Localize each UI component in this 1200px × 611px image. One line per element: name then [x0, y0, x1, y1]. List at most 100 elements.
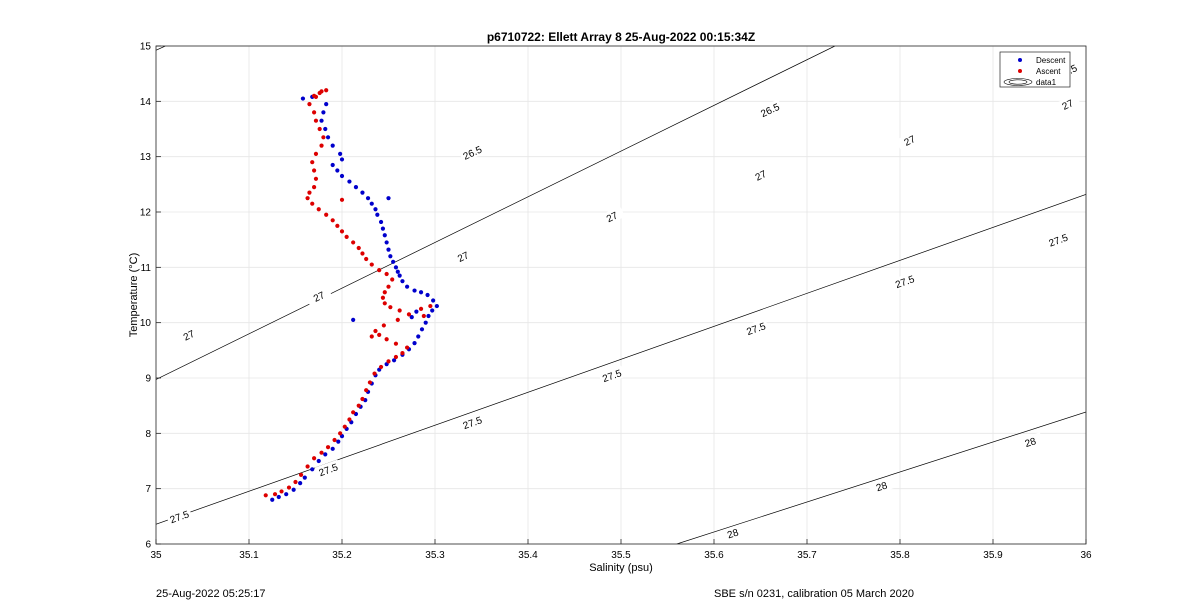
contour-label-group: 27: [747, 164, 774, 186]
descent-point: [276, 494, 281, 500]
ascent-point: [386, 359, 391, 364]
y-tick-label: 15: [140, 42, 152, 53]
ascent-point: [388, 305, 393, 310]
ascent-point: [364, 388, 369, 393]
ascent-point: [382, 290, 387, 295]
descent-point: [360, 190, 365, 195]
ascent-point: [351, 410, 356, 415]
ascent-point: [377, 268, 382, 273]
contour-label: 27.5: [318, 462, 340, 479]
contour-label-bg: [1044, 230, 1072, 250]
descent-point: [416, 334, 421, 339]
x-tick-label: 35.1: [239, 550, 259, 561]
descent-point: [380, 226, 386, 231]
descent-point: [336, 439, 341, 444]
descent-point: [412, 288, 417, 293]
descent-point: [335, 168, 340, 173]
descent-point: [300, 96, 306, 101]
y-tick-label: 6: [145, 540, 151, 551]
contour-label-bg: [868, 476, 895, 496]
ascent-point: [272, 492, 278, 497]
contour-label: 27: [605, 210, 620, 225]
ascent-point: [418, 306, 424, 311]
contour-label-bg: [165, 506, 193, 526]
contour-label-group: 26.5: [756, 99, 784, 121]
ascent-point: [428, 303, 433, 309]
contour-label: 27.5: [601, 368, 623, 385]
contour-line-27: [156, 46, 836, 380]
x-tick-label: 35.8: [890, 550, 910, 561]
ascent-point: [393, 354, 399, 360]
y-tick-label: 12: [140, 208, 152, 219]
footer-instrument-calibration: SBE s/n 0231, calibration 05 March 2020: [714, 588, 914, 600]
ascent-point: [382, 301, 387, 306]
ascent-point: [307, 102, 312, 107]
legend-label: Descent: [1036, 56, 1066, 65]
contour-label-group: 28: [1016, 432, 1044, 452]
ascent-point: [421, 313, 426, 319]
ascent-point: [406, 312, 412, 317]
x-tick-label: 35.7: [797, 550, 817, 561]
descent-point: [347, 179, 352, 184]
descent-point: [319, 118, 324, 123]
ascent-point: [310, 201, 315, 206]
ascent-point: [313, 94, 319, 100]
contour-label-bg: [742, 318, 770, 338]
chart-title: p6710722: Ellett Array 8 25-Aug-2022 00:…: [487, 30, 755, 44]
descent-point: [373, 207, 378, 212]
contour-label-bg: [1053, 93, 1081, 115]
ascent-point: [360, 251, 365, 256]
ascent-point: [312, 456, 317, 461]
contour-label-group: 28: [868, 476, 895, 496]
descent-point: [323, 452, 328, 457]
y-tick-label: 13: [140, 152, 152, 163]
ascent-point: [364, 256, 369, 262]
contour-label-bg: [598, 205, 626, 228]
y-tick-label: 9: [145, 374, 151, 385]
contour-label: 27.5: [169, 509, 191, 526]
x-tick-label: 35: [150, 550, 162, 561]
ascent-point: [279, 489, 284, 494]
ascent-point: [378, 364, 384, 370]
descent-point: [351, 317, 356, 322]
descent-point: [378, 219, 384, 225]
descent-point: [353, 185, 359, 190]
contour-label-bg: [458, 412, 486, 432]
descent-point: [386, 247, 391, 252]
ascent-point: [377, 332, 382, 337]
data-points: [263, 88, 439, 502]
ascent-point: [390, 277, 395, 282]
contour-label-bg: [305, 285, 333, 307]
contour-label: 27.5: [745, 321, 767, 338]
descent-point: [412, 341, 417, 346]
ascent-point: [316, 207, 321, 212]
descent-point: [395, 269, 400, 274]
contour-label-bg: [458, 141, 486, 163]
ascent-point: [380, 295, 386, 300]
contour-label: 27: [456, 250, 471, 265]
contour-label: 27: [754, 169, 769, 184]
contour-label: 27.5: [462, 415, 484, 432]
contour-label-bg: [598, 365, 626, 385]
contour-label-group: 27.5: [742, 318, 770, 338]
descent-point: [430, 308, 435, 313]
ascent-point: [369, 262, 374, 267]
descent-point: [386, 196, 391, 201]
ascent-point: [317, 126, 322, 132]
ascent-point: [335, 223, 340, 228]
x-tick-label: 35.9: [983, 550, 1003, 561]
ascent-point: [332, 437, 337, 443]
legend-label: data1: [1036, 78, 1057, 87]
ascent-point: [305, 196, 310, 201]
contour-label-bg: [314, 459, 342, 479]
ascent-point: [384, 271, 389, 277]
descent-point: [310, 467, 315, 472]
descent-point: [369, 201, 374, 206]
descent-point: [330, 446, 335, 451]
descent-point: [316, 458, 321, 464]
contour-label-group: 27.5: [165, 506, 193, 526]
ascent-point: [372, 371, 377, 376]
contour-label-group: 26.5: [458, 141, 486, 163]
ascent-point: [286, 485, 292, 490]
descent-point: [414, 309, 419, 314]
